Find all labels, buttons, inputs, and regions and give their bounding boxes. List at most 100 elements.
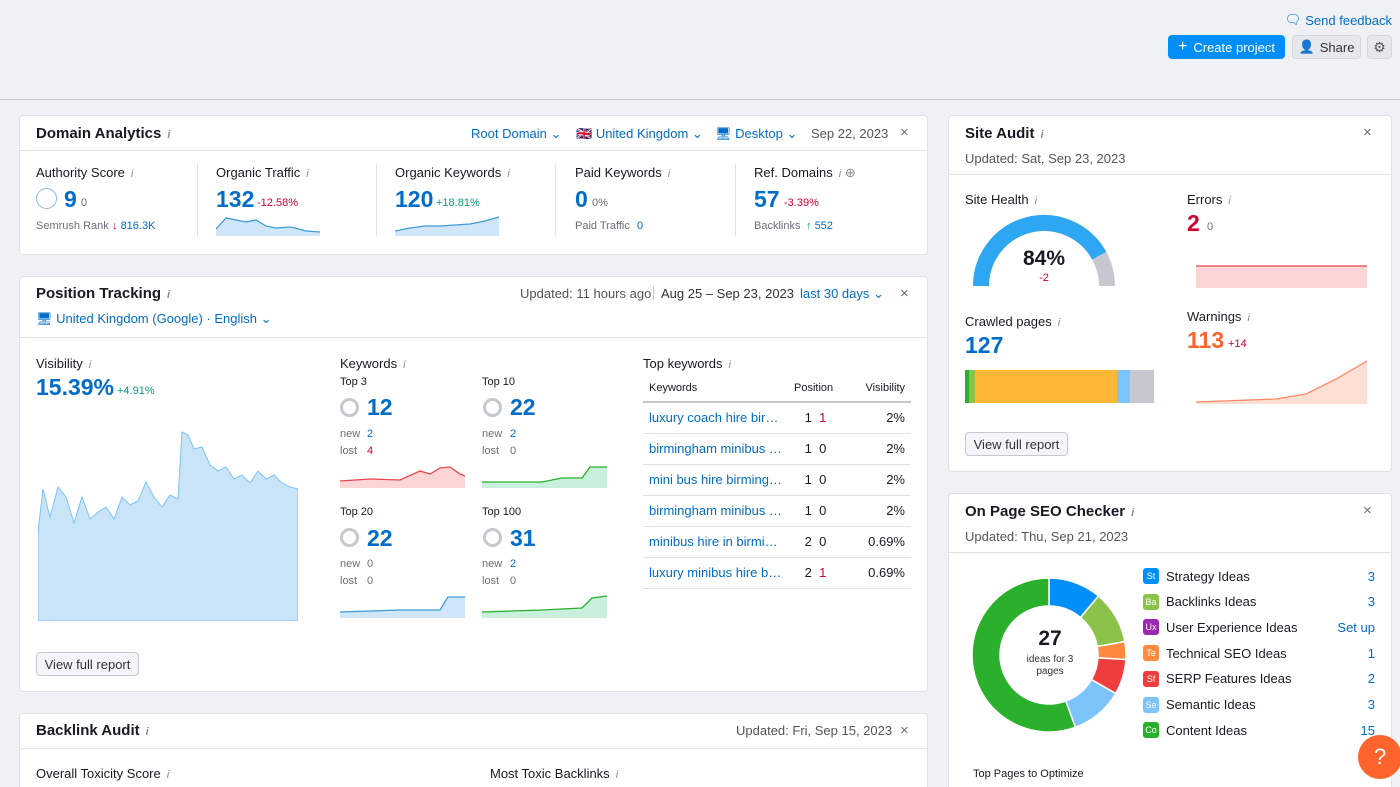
date-label: Sep 22, 2023 — [811, 126, 889, 141]
crawled-pages-value[interactable]: 127 — [965, 332, 1004, 358]
column-header: Position — [788, 374, 843, 403]
warnings-value[interactable]: 113 — [1187, 327, 1225, 353]
on-page-seo-card: On Page SEO Checker i Updated: Thu, Sep 2… — [948, 493, 1392, 787]
organic-keywords-delta: +18.81% — [436, 197, 480, 209]
keyword-link[interactable]: mini bus hire birming… — [643, 464, 788, 496]
top10-new: 2 — [510, 428, 517, 440]
close-icon[interactable]: × — [1363, 502, 1372, 519]
idea-row[interactable]: Ba Backlinks Ideas 3 — [1143, 593, 1375, 610]
period-dropdown[interactable]: last 30 days ⌄ — [800, 286, 884, 301]
location-dropdown[interactable]: 🖥 United Kingdom (Google) · English ⌄ — [36, 311, 272, 326]
crawled-pages-label: Crawled pages i — [965, 314, 1061, 329]
lost-label: lost — [340, 445, 358, 457]
info-icon[interactable]: i — [1040, 129, 1044, 141]
semrush-rank-label: Semrush Rank — [36, 220, 109, 232]
top100-ring-icon — [483, 528, 502, 547]
top3-value[interactable]: 12 — [367, 394, 393, 420]
idea-value[interactable]: 3 — [1367, 594, 1375, 610]
device-dropdown[interactable]: 🖥 Desktop ⌄ — [715, 126, 798, 141]
organic-traffic-sparkline — [216, 217, 320, 236]
help-button[interactable]: ? — [1358, 735, 1400, 779]
idea-badge-icon: Te — [1143, 645, 1159, 662]
idea-label: Backlinks Ideas — [1166, 594, 1257, 610]
visibility-cell: 0.69% — [843, 526, 911, 558]
semrush-rank-value[interactable]: ↓ 816.3K — [112, 220, 156, 232]
info-icon[interactable]: i — [145, 726, 149, 738]
idea-label: Content Ideas — [1166, 722, 1247, 738]
top10-value[interactable]: 22 — [510, 394, 536, 420]
close-icon[interactable]: × — [1363, 124, 1372, 141]
position-cell: 1 0 — [788, 433, 843, 465]
paid-traffic-value[interactable]: 0 — [637, 220, 644, 232]
site-health-gauge — [973, 215, 1115, 287]
top20-label: Top 20 — [340, 506, 374, 518]
updated-label: Updated: Fri, Sep 15, 2023 — [736, 723, 893, 738]
ideas-donut-chart — [972, 578, 1126, 732]
close-icon[interactable]: × — [900, 124, 909, 141]
card-title: Site Audit i — [965, 125, 1044, 142]
organic-keywords-value[interactable]: 120 — [395, 186, 434, 212]
uk-flag-icon: 🇬🇧 — [576, 126, 593, 141]
idea-label: Semantic Ideas — [1166, 697, 1256, 712]
top20-value[interactable]: 22 — [367, 525, 393, 551]
idea-row[interactable]: Ux User Experience Ideas Set up — [1143, 619, 1375, 636]
top20-ring-icon — [340, 528, 359, 547]
position-cell: 1 1 — [788, 402, 843, 434]
lost-label: lost — [482, 445, 500, 457]
info-icon[interactable]: i — [1131, 507, 1135, 519]
card-title: Backlink Audit i — [36, 722, 149, 739]
desktop-icon: 🖥 — [36, 311, 53, 326]
info-icon[interactable]: i — [167, 289, 171, 301]
backlinks-value[interactable]: ↑ 552 — [806, 220, 833, 232]
top100-value[interactable]: 31 — [510, 525, 536, 551]
idea-row[interactable]: St Strategy Ideas 3 — [1143, 568, 1375, 584]
root-domain-dropdown[interactable]: Root Domain ⌄ — [471, 126, 562, 141]
idea-row[interactable]: Co Content Ideas 15 — [1143, 722, 1375, 739]
organic-keywords-sparkline — [395, 216, 499, 236]
top10-label: Top 10 — [482, 376, 516, 388]
idea-value[interactable]: 2 — [1367, 671, 1375, 687]
errors-value[interactable]: 2 — [1187, 210, 1200, 236]
idea-value[interactable]: 3 — [1367, 568, 1375, 584]
divider — [949, 552, 1391, 553]
top100-sparkline — [482, 595, 607, 618]
keyword-link[interactable]: birmingham minibus … — [643, 433, 788, 465]
keyword-link[interactable]: luxury coach hire bir… — [643, 402, 788, 434]
idea-row[interactable]: Sf SERP Features Ideas 2 — [1143, 670, 1375, 687]
visibility-delta: +4.91% — [117, 385, 155, 397]
idea-row[interactable]: Te Technical SEO Ideas 1 — [1143, 645, 1375, 662]
top3-lost: 4 — [367, 445, 374, 457]
idea-row[interactable]: Se Semantic Ideas 3 — [1143, 696, 1375, 713]
idea-value[interactable]: 15 — [1360, 722, 1375, 738]
idea-value[interactable]: 3 — [1367, 697, 1375, 712]
close-icon[interactable]: × — [900, 285, 909, 302]
keyword-link[interactable]: minibus hire in birmi… — [643, 526, 788, 558]
share-button[interactable]: 👤 Share — [1292, 35, 1361, 59]
ref-domains-value[interactable]: 57 — [754, 186, 780, 212]
info-icon[interactable]: i — [167, 129, 171, 141]
divider — [20, 748, 927, 749]
keyword-link[interactable]: birmingham minibus … — [643, 495, 788, 527]
organic-keywords-label: Organic Keywords i — [395, 165, 510, 180]
site-health-value[interactable]: 84% — [1022, 247, 1066, 270]
idea-value[interactable]: Set up — [1337, 619, 1375, 635]
create-project-button[interactable]: + Create project — [1168, 35, 1285, 59]
top10-lost: 0 — [510, 445, 517, 457]
organic-traffic-value[interactable]: 132 — [216, 186, 255, 212]
keyword-link[interactable]: luxury minibus hire b… — [643, 557, 788, 589]
divider — [197, 164, 198, 236]
paid-keywords-delta: 0% — [592, 197, 608, 209]
top3-new: 2 — [367, 428, 374, 440]
send-feedback-link[interactable]: 🗨 Send feedback — [1284, 12, 1392, 28]
idea-value[interactable]: 1 — [1367, 645, 1375, 661]
backlinks-label: Backlinks — [754, 220, 801, 232]
crawled-pages-bar — [965, 370, 1154, 403]
view-full-report-button[interactable]: View full report — [36, 652, 139, 676]
position-tracking-card: Position Tracking i Updated: 11 hours ago… — [19, 276, 928, 692]
view-full-report-button[interactable]: View full report — [965, 432, 1068, 456]
paid-keywords-value[interactable]: 0 — [575, 186, 588, 212]
settings-button[interactable]: ⚙ — [1367, 35, 1392, 59]
country-dropdown[interactable]: 🇬🇧 United Kingdom ⌄ — [576, 126, 703, 141]
visibility-cell: 2% — [843, 402, 911, 434]
close-icon[interactable]: × — [900, 722, 909, 739]
